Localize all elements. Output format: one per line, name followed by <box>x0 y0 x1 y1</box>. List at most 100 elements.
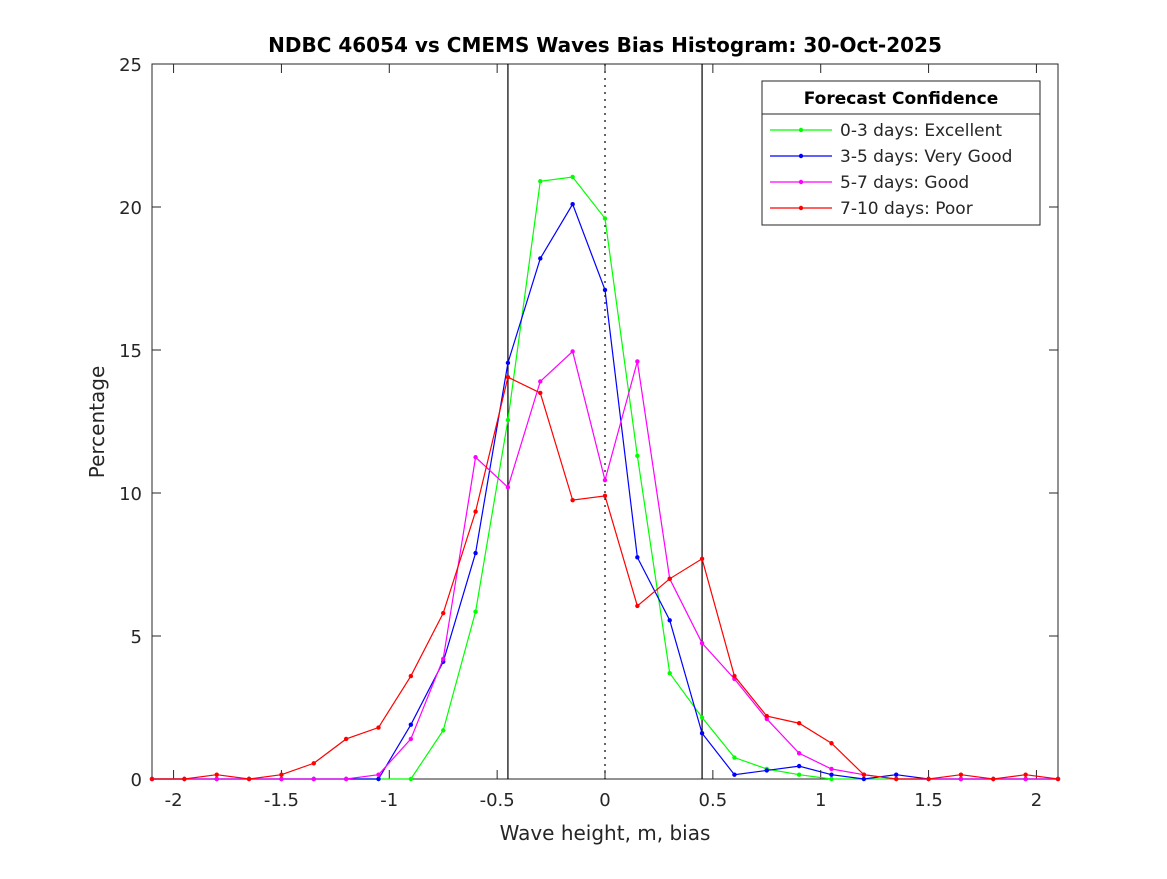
data-point <box>473 609 478 614</box>
data-point <box>1023 776 1028 782</box>
data-point <box>570 174 575 180</box>
y-tick-label: 0 <box>131 770 142 791</box>
data-point <box>635 603 640 609</box>
data-point <box>376 772 381 777</box>
y-tick-label: 20 <box>119 198 142 219</box>
data-point <box>473 550 478 556</box>
data-point <box>699 640 705 646</box>
data-point <box>991 776 996 782</box>
x-axis-label: Wave height, m, bias <box>500 821 711 845</box>
data-point <box>699 731 705 736</box>
data-point <box>408 736 414 742</box>
series-4 <box>149 374 1061 782</box>
x-tick-label: 1 <box>815 790 826 811</box>
data-point <box>894 772 899 777</box>
legend-title: Forecast Confidence <box>804 89 999 109</box>
y-tick-label: 25 <box>119 55 142 76</box>
data-point <box>570 497 575 503</box>
data-point <box>894 776 899 782</box>
data-point <box>764 768 769 773</box>
data-point <box>829 772 834 777</box>
data-point <box>182 776 187 782</box>
data-point <box>246 776 252 782</box>
data-point <box>1055 776 1061 782</box>
data-point <box>829 741 834 746</box>
data-point <box>214 772 219 777</box>
data-point <box>1023 772 1028 777</box>
chart-title: NDBC 46054 vs CMEMS Waves Bias Histogram… <box>268 33 942 57</box>
y-tick-label: 15 <box>119 341 142 362</box>
data-point <box>958 776 964 782</box>
data-point <box>667 670 672 676</box>
data-point <box>829 766 834 772</box>
data-point <box>570 349 575 354</box>
data-point <box>473 455 478 460</box>
data-point <box>861 776 867 782</box>
legend: Forecast Confidence 0-3 days: Excellent 3… <box>761 80 1041 226</box>
x-tick-label: 1.5 <box>914 790 943 811</box>
data-point <box>538 379 543 384</box>
x-tick-label: 2 <box>1031 790 1042 811</box>
data-point <box>699 556 705 561</box>
legend-entry-label: 7-10 days: Poor <box>840 199 973 219</box>
data-point <box>570 201 575 207</box>
x-tick-label: -2 <box>165 790 183 811</box>
data-point <box>376 725 381 730</box>
data-point <box>343 736 349 742</box>
x-tick-label: -1 <box>380 790 398 811</box>
data-point <box>441 656 446 662</box>
legend-marker <box>798 127 804 133</box>
x-tick-label: -0.5 <box>480 790 515 811</box>
x-tick-label: 0 <box>599 790 610 811</box>
x-tick-label: -1.5 <box>264 790 299 811</box>
data-point <box>796 751 802 756</box>
data-point <box>926 776 931 782</box>
data-point <box>408 776 414 782</box>
data-point <box>505 374 511 380</box>
data-point <box>635 555 640 560</box>
data-point <box>667 576 672 581</box>
data-point <box>279 772 284 777</box>
legend-entry-label: 0-3 days: Excellent <box>840 121 1002 141</box>
series-group <box>149 174 1061 782</box>
data-point <box>408 673 414 679</box>
legend-entry-label: 3-5 days: Very Good <box>840 147 1012 167</box>
data-point <box>635 359 640 364</box>
legend-entry-label: 5-7 days: Good <box>840 173 969 193</box>
data-point <box>635 453 640 459</box>
data-point <box>861 772 867 777</box>
data-point <box>343 776 349 782</box>
data-point <box>505 485 511 490</box>
data-point <box>473 509 478 514</box>
data-point <box>505 360 511 366</box>
y-axis-label: Percentage <box>85 366 109 479</box>
data-point <box>796 721 802 726</box>
data-point <box>538 390 543 396</box>
y-tick-label: 10 <box>119 484 142 505</box>
data-point <box>796 763 802 769</box>
data-point <box>602 216 608 221</box>
data-point <box>602 477 608 483</box>
data-point <box>602 493 608 499</box>
data-point <box>732 673 737 679</box>
data-point <box>732 772 737 777</box>
data-point <box>279 776 284 782</box>
legend-marker <box>798 153 804 159</box>
data-point <box>764 713 769 719</box>
series-line <box>152 376 1059 780</box>
data-point <box>538 179 543 184</box>
data-point <box>311 776 316 782</box>
data-point <box>732 755 737 760</box>
data-point <box>408 722 414 727</box>
data-point <box>376 776 381 782</box>
reference-lines <box>507 64 703 779</box>
x-tick-label: 0.5 <box>699 790 728 811</box>
data-point <box>958 772 964 777</box>
data-point <box>699 715 705 720</box>
data-point <box>214 776 219 782</box>
data-point <box>441 728 446 733</box>
data-point <box>796 772 802 777</box>
y-tick-label: 5 <box>131 627 142 648</box>
data-point <box>149 776 155 782</box>
